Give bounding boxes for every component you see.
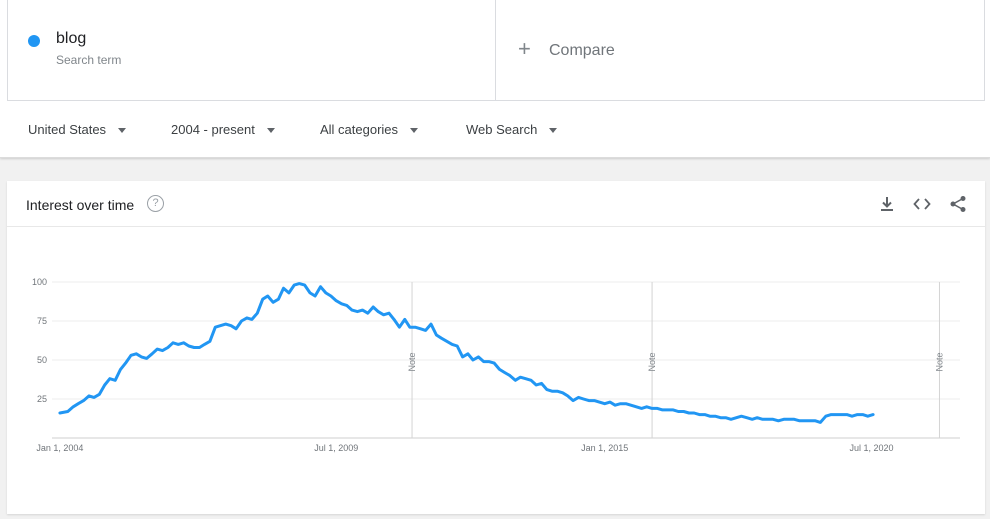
y-tick-label: 50 (37, 355, 47, 365)
chevron-down-icon (410, 127, 419, 133)
explore-header: blog Search term + Compare United States… (0, 0, 990, 158)
plus-icon: + (518, 36, 531, 61)
x-tick-label: Jan 1, 2004 (36, 443, 83, 453)
filter-region[interactable]: United States (28, 122, 127, 137)
filter-bar: United States 2004 - present All categor… (0, 102, 990, 158)
x-tick-label: Jul 1, 2020 (850, 443, 894, 453)
search-term-subtitle: Search term (56, 53, 122, 67)
help-icon[interactable]: ? (147, 195, 164, 212)
y-tick-label: 75 (37, 316, 47, 326)
chevron-down-icon (266, 127, 275, 133)
search-term-card[interactable]: blog Search term (7, 0, 496, 101)
share-icon[interactable] (948, 194, 968, 214)
filter-search-type-label: Web Search (466, 122, 538, 137)
x-tick-label: Jan 1, 2015 (581, 443, 628, 453)
filter-search-type[interactable]: Web Search (466, 122, 558, 137)
filter-category[interactable]: All categories (320, 122, 419, 137)
note-label: Note (407, 352, 417, 371)
note-label: Note (934, 352, 944, 371)
compare-label: Compare (549, 42, 615, 59)
y-tick-label: 25 (37, 394, 47, 404)
chevron-down-icon (118, 127, 127, 133)
note-label: Note (647, 352, 657, 371)
series-color-dot (28, 35, 40, 47)
x-tick-label: Jul 1, 2009 (314, 443, 358, 453)
download-icon[interactable] (877, 194, 897, 214)
card-title: Interest over time (26, 197, 135, 213)
interest-over-time-card: Interest over time ? 25 50 75 100 Jan 1, 200… (7, 181, 985, 514)
filter-region-label: United States (28, 122, 107, 137)
search-term-name: blog (56, 30, 87, 47)
card-header: Interest over time ? (7, 181, 985, 227)
filter-time-range[interactable]: 2004 - present (171, 122, 275, 137)
chevron-down-icon (549, 127, 558, 133)
compare-button[interactable]: + Compare (496, 0, 985, 101)
filter-time-range-label: 2004 - present (171, 122, 255, 137)
y-tick-label: 100 (32, 277, 47, 287)
filter-category-label: All categories (320, 122, 399, 137)
interest-chart: 25 50 75 100 Jan 1, 2004 Jul 1, 2009 Jan 1, 20… (32, 277, 960, 453)
series-line-blog (58, 282, 875, 424)
embed-icon[interactable] (912, 194, 932, 214)
